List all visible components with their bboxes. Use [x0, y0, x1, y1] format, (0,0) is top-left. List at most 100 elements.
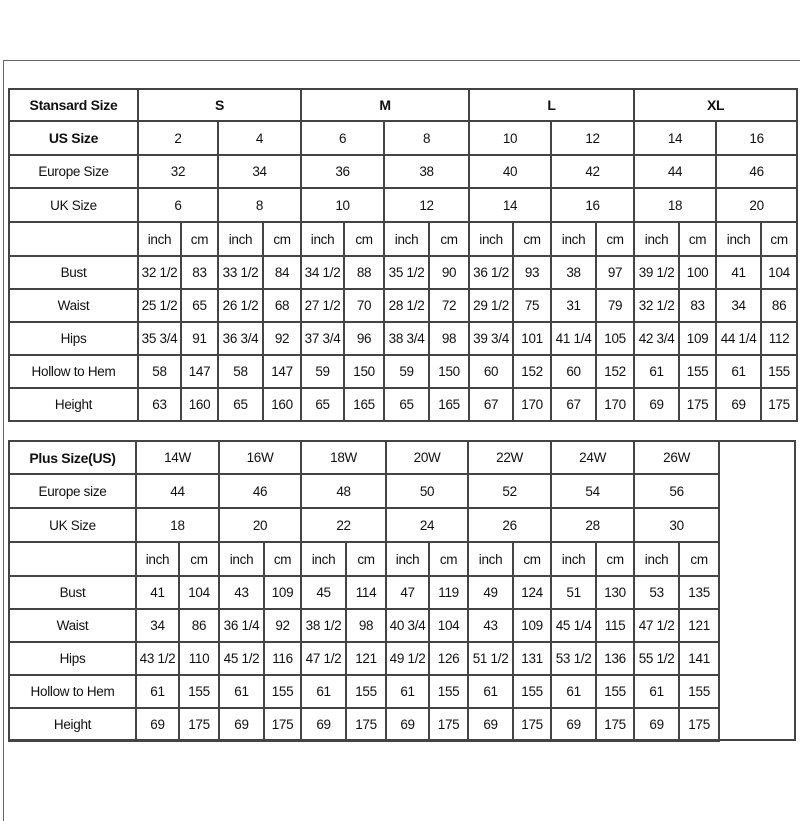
measure-row: Waist 25 1/2 65 26 1/2 68 27 1/2 70 28 1/2 72 29 …: [8, 288, 799, 323]
measure-value: 175: [678, 387, 718, 422]
unit-cm: cm: [678, 541, 721, 577]
size-value: 52: [467, 473, 553, 509]
measure-value: 83: [180, 255, 219, 290]
measure-value: 98: [428, 321, 471, 356]
measure-value: 32 1/2: [633, 288, 681, 323]
row-label: Europe Size: [8, 154, 139, 189]
measure-value: 112: [760, 321, 799, 356]
size-value: 8: [383, 120, 471, 156]
size-value: 20: [218, 507, 303, 543]
measure-value: 155: [512, 674, 553, 709]
measure-value: 135: [678, 575, 721, 610]
measure-row: Hollow to Hem 61 155 61 155 61 155 61 155 61 155 61…: [8, 674, 721, 709]
measure-value: 43: [218, 575, 266, 610]
measure-value: 150: [343, 354, 386, 389]
measure-value: 55 1/2: [633, 641, 681, 676]
measure-value: 69: [385, 707, 431, 742]
measure-value: 175: [428, 707, 470, 742]
measure-value: 124: [512, 575, 553, 610]
size-value: 12: [550, 120, 636, 156]
unit-inch: inch: [218, 541, 266, 577]
measure-value: 41 1/4: [550, 321, 598, 356]
size-value: 14: [468, 187, 553, 223]
unit-cm: cm: [595, 541, 636, 577]
measure-value: 49: [467, 575, 515, 610]
measure-value: 34 1/2: [300, 255, 346, 290]
size-value: 46: [715, 154, 799, 189]
plus-size-20w: 20W: [385, 440, 470, 475]
size-value: 10: [300, 187, 386, 223]
measure-value: 49 1/2: [385, 641, 431, 676]
measure-value: 155: [595, 674, 636, 709]
size-value: 20: [715, 187, 799, 223]
measure-label: Bust: [8, 575, 137, 610]
measure-value: 61: [633, 674, 681, 709]
unit-inch: inch: [385, 541, 431, 577]
measure-value: 47 1/2: [300, 641, 348, 676]
measure-value: 86: [177, 608, 221, 643]
measure-value: 97: [595, 255, 636, 290]
measure-value: 65: [180, 288, 219, 323]
image-frame: [3, 60, 800, 821]
size-row: US Size 2 4 6 8 10 12 14 16: [8, 120, 799, 156]
measure-row: Hips 43 1/2 110 45 1/2 116 47 1/2 121 49 1/2 126…: [8, 641, 721, 676]
measure-value: 69: [550, 707, 598, 742]
measure-value: 44 1/4: [715, 321, 763, 356]
measure-value: 45 1/2: [218, 641, 266, 676]
plus-size-22w: 22W: [467, 440, 553, 475]
measure-value: 35 1/2: [383, 255, 431, 290]
measure-value: 61: [467, 674, 515, 709]
size-value: 38: [383, 154, 471, 189]
measure-value: 38 1/2: [300, 608, 348, 643]
measure-value: 79: [595, 288, 636, 323]
measure-row: Height 69 175 69 175 69 175 69 175 69 175 69 175 69 17…: [8, 707, 721, 742]
size-group-l: L: [468, 88, 636, 122]
measure-value: 160: [261, 387, 303, 422]
size-value: 2: [137, 120, 219, 156]
size-value: 42: [550, 154, 636, 189]
measure-value: 155: [760, 354, 799, 389]
size-group-m: M: [300, 88, 471, 122]
measure-value: 65: [300, 387, 346, 422]
measure-label: Hollow to Hem: [8, 354, 139, 389]
unit-inch: inch: [137, 221, 182, 257]
measure-value: 53: [633, 575, 681, 610]
unit-cm: cm: [180, 221, 219, 257]
measure-value: 69: [633, 707, 681, 742]
size-value: 26: [467, 507, 553, 543]
size-value: 16: [715, 120, 799, 156]
size-value: 18: [134, 507, 221, 543]
size-value: 34: [216, 154, 303, 189]
measure-value: 32 1/2: [137, 255, 182, 290]
measure-value: 43 1/2: [135, 641, 180, 676]
unit-cm: cm: [678, 221, 718, 257]
unit-cm: cm: [177, 541, 221, 577]
measure-value: 83: [678, 288, 718, 323]
measure-value: 75: [512, 288, 553, 323]
standard-size-table: Stansard Size S M L XL US Size 2 4 6 8 10 12 14 16 Eur…: [8, 88, 799, 422]
measure-value: 61: [715, 354, 763, 389]
size-value: 48: [300, 473, 388, 509]
measure-value: 109: [512, 608, 553, 643]
measure-value: 136: [595, 641, 636, 676]
measure-value: 88: [343, 255, 386, 290]
measure-label: Hollow to Hem: [8, 674, 137, 709]
unit-cm: cm: [595, 221, 636, 257]
measure-value: 175: [512, 707, 553, 742]
measure-value: 175: [345, 707, 388, 742]
measure-value: 38: [550, 255, 598, 290]
measure-value: 165: [343, 387, 386, 422]
measure-value: 47 1/2: [633, 608, 681, 643]
measure-value: 63: [137, 387, 182, 422]
unit-inch: inch: [633, 541, 681, 577]
size-value: 6: [137, 187, 219, 223]
size-row: Europe Size 32 34 36 38 40 42 44 46: [8, 154, 799, 189]
measure-value: 42 3/4: [633, 321, 681, 356]
measure-value: 175: [678, 707, 721, 742]
size-value: 12: [383, 187, 471, 223]
unit-inch: inch: [467, 541, 515, 577]
empty-cell: [8, 221, 139, 257]
measure-value: 155: [177, 674, 221, 709]
measure-value: 170: [512, 387, 553, 422]
plus-size-row: Plus Size(US) 14W 16W 18W 20W 22W 24W 26W: [8, 440, 721, 475]
